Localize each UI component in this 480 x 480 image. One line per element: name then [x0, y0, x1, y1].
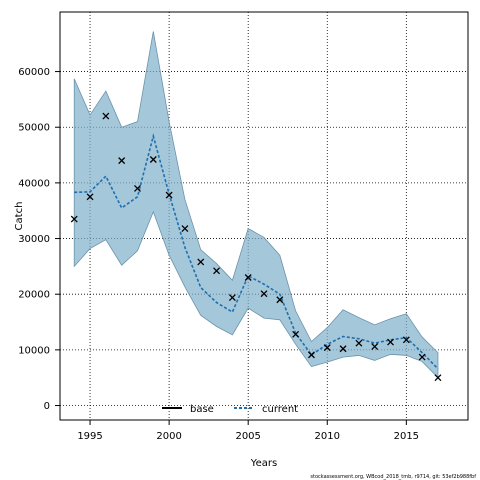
observed-point-2010: [323, 344, 331, 352]
observed-point-2013: [371, 343, 379, 350]
observed-point-2000: [165, 191, 173, 199]
y-tick-label-40000: 40000: [18, 178, 50, 189]
series-current-line: [74, 133, 439, 370]
y-tick-label-0: 0: [44, 401, 50, 412]
observed-point-1995: [86, 193, 94, 201]
footer-credit: stockassessment.org, WBcod_2018_tmb, r97…: [310, 474, 476, 480]
y-tick-label-50000: 50000: [18, 123, 50, 134]
y-tick-label-60000: 60000: [18, 67, 50, 78]
observed-point-2008: [292, 330, 300, 338]
confidence-band: [73, 31, 439, 379]
observed-point-2006: [260, 290, 268, 298]
y-tick-label-20000: 20000: [18, 290, 50, 301]
observed-point-2007: [276, 296, 284, 304]
y-axis-title: Catch: [14, 202, 25, 231]
observed-point-2005: [244, 274, 252, 281]
observed-point-2017: [434, 374, 442, 382]
observed-point-2001: [181, 225, 189, 232]
observed-point-2012: [355, 339, 363, 347]
observed-point-1997: [118, 157, 126, 165]
observed-markers: [70, 112, 442, 382]
observed-point-2016: [418, 353, 426, 361]
x-tick-label-2010: 2010: [315, 431, 340, 442]
y-tick-label-30000: 30000: [18, 234, 50, 245]
observed-point-1999: [149, 156, 157, 163]
x-tick-label-2015: 2015: [394, 431, 419, 442]
legend: base current: [162, 404, 298, 415]
observed-point-2014: [387, 338, 394, 346]
x-axis: 1995 2000 2005 2010 2015: [77, 420, 419, 442]
y-axis: 0 10000 20000 30000 40000 50000 60000: [18, 67, 60, 412]
legend-current-label: current: [262, 404, 298, 415]
observed-point-2003: [213, 267, 221, 275]
observed-point-2002: [197, 258, 205, 266]
observed-point-1998: [134, 184, 141, 192]
observed-point-1996: [102, 112, 110, 120]
observed-point-2015: [402, 336, 410, 344]
observed-point-1994: [70, 215, 78, 223]
x-tick-label-2005: 2005: [235, 431, 260, 442]
x-tick-label-2000: 2000: [156, 431, 181, 442]
x-axis-title: Years: [250, 458, 277, 469]
observed-point-2004: [228, 294, 236, 302]
observed-point-2011: [339, 345, 347, 353]
y-tick-label-10000: 10000: [18, 345, 50, 356]
x-tick-label-1995: 1995: [77, 431, 102, 442]
plot-frame: [59, 11, 469, 421]
observed-point-2009: [307, 351, 315, 359]
legend-base-label: base: [190, 404, 214, 415]
